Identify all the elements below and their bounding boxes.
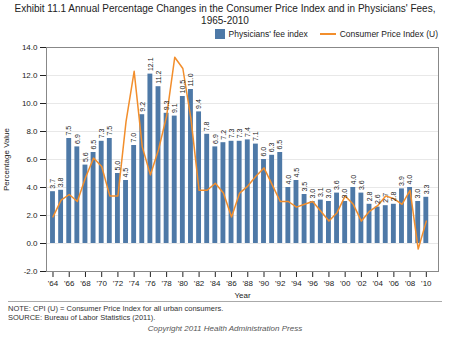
svg-text:10.0: 10.0 bbox=[22, 99, 38, 108]
html-text:Consumer Price Index (U): Consumer Price Index (U) bbox=[339, 29, 438, 39]
svg-text:3.5: 3.5 bbox=[301, 182, 308, 192]
svg-text:4.0: 4.0 bbox=[350, 175, 357, 185]
svg-text:2.8: 2.8 bbox=[390, 191, 397, 201]
svg-text:2.7: 2.7 bbox=[382, 193, 389, 203]
svg-text:'90: '90 bbox=[259, 279, 270, 288]
svg-text:6.0: 6.0 bbox=[26, 155, 38, 164]
svg-text:4.5: 4.5 bbox=[122, 168, 129, 178]
svg-text:'00: '00 bbox=[340, 279, 351, 288]
svg-text:'02: '02 bbox=[356, 279, 367, 288]
svg-text:'86: '86 bbox=[226, 279, 237, 288]
svg-text:7.3: 7.3 bbox=[236, 128, 243, 138]
svg-text:3.1: 3.1 bbox=[317, 187, 324, 197]
svg-text:12.1: 12.1 bbox=[147, 57, 154, 71]
svg-text:11.0: 11.0 bbox=[187, 73, 194, 86]
html-text:Copyright 2011 Health Administ: Copyright 2011 Health Administration Pre… bbox=[147, 323, 303, 333]
svg-text:3.7: 3.7 bbox=[49, 179, 56, 189]
svg-text:7.2: 7.2 bbox=[220, 130, 227, 140]
svg-text:2.6: 2.6 bbox=[374, 194, 381, 204]
svg-text:7.4: 7.4 bbox=[244, 127, 251, 137]
svg-text:4.0: 4.0 bbox=[26, 183, 38, 192]
svg-text:7.8: 7.8 bbox=[203, 121, 210, 131]
svg-text:6.9: 6.9 bbox=[74, 134, 81, 144]
svg-text:6.5: 6.5 bbox=[276, 140, 283, 150]
svg-text:Percentage Value: Percentage Value bbox=[2, 127, 11, 191]
svg-text:'68: '68 bbox=[80, 279, 91, 288]
svg-text:'74: '74 bbox=[129, 279, 140, 288]
svg-text:'78: '78 bbox=[161, 279, 172, 288]
svg-text:3.9: 3.9 bbox=[398, 176, 405, 186]
svg-text:'92: '92 bbox=[275, 279, 286, 288]
svg-text:'72: '72 bbox=[113, 279, 124, 288]
svg-text:'08: '08 bbox=[405, 279, 416, 288]
svg-text:7.5: 7.5 bbox=[65, 126, 72, 136]
svg-text:6.9: 6.9 bbox=[212, 134, 219, 144]
svg-text:'10: '10 bbox=[421, 279, 432, 288]
svg-text:6.0: 6.0 bbox=[260, 147, 267, 157]
svg-text:4.0: 4.0 bbox=[285, 175, 292, 185]
svg-text:10.5: 10.5 bbox=[179, 80, 186, 94]
svg-text:-2.0: -2.0 bbox=[24, 267, 38, 276]
svg-text:7.1: 7.1 bbox=[252, 131, 259, 141]
svg-text:5.6: 5.6 bbox=[82, 152, 89, 162]
svg-text:3.8: 3.8 bbox=[57, 177, 64, 187]
svg-text:2.8: 2.8 bbox=[366, 191, 373, 201]
svg-text:'80: '80 bbox=[178, 279, 189, 288]
svg-text:14.0: 14.0 bbox=[22, 43, 38, 52]
svg-text:6.3: 6.3 bbox=[268, 142, 275, 152]
svg-text:9.1: 9.1 bbox=[171, 103, 178, 113]
svg-text:'66: '66 bbox=[64, 279, 75, 288]
svg-text:'98: '98 bbox=[324, 279, 335, 288]
svg-text:'94: '94 bbox=[291, 279, 302, 288]
svg-text:7.0: 7.0 bbox=[130, 133, 137, 143]
svg-text:11.2: 11.2 bbox=[155, 70, 162, 83]
svg-text:'76: '76 bbox=[145, 279, 156, 288]
svg-text:3.0: 3.0 bbox=[341, 189, 348, 199]
html-text:SOURCE: Bureau of Labor Statis: SOURCE: Bureau of Labor Statistics (2011… bbox=[8, 313, 156, 323]
svg-text:3.6: 3.6 bbox=[333, 180, 340, 190]
svg-text:6.5: 6.5 bbox=[90, 140, 97, 150]
svg-text:5.0: 5.0 bbox=[114, 161, 121, 171]
html-text:Exhibit 11.1 Annual Percentage: Exhibit 11.1 Annual Percentage Changes i… bbox=[14, 3, 436, 14]
svg-text:3.0: 3.0 bbox=[325, 189, 332, 199]
svg-text:2.0: 2.0 bbox=[26, 211, 38, 220]
svg-text:12.0: 12.0 bbox=[22, 71, 38, 80]
svg-text:7.3: 7.3 bbox=[98, 128, 105, 138]
svg-text:4.0: 4.0 bbox=[406, 175, 413, 185]
svg-text:'82: '82 bbox=[194, 279, 205, 288]
svg-text:3.0: 3.0 bbox=[309, 189, 316, 199]
svg-text:'04: '04 bbox=[372, 279, 383, 288]
svg-text:8.0: 8.0 bbox=[26, 127, 38, 136]
svg-text:'70: '70 bbox=[96, 279, 107, 288]
html-text:1965-2010: 1965-2010 bbox=[201, 15, 249, 26]
svg-text:'84: '84 bbox=[210, 279, 221, 288]
svg-text:7.3: 7.3 bbox=[228, 128, 235, 138]
svg-text:9.4: 9.4 bbox=[195, 99, 202, 109]
svg-text:9.2: 9.2 bbox=[139, 102, 146, 112]
svg-text:3.3: 3.3 bbox=[423, 184, 430, 194]
svg-text:0.0: 0.0 bbox=[26, 239, 38, 248]
html-text:NOTE: CPI (U) = Consumer Price: NOTE: CPI (U) = Consumer Price Index for… bbox=[8, 304, 224, 313]
html-text:Physicians' fee index: Physicians' fee index bbox=[228, 29, 308, 39]
svg-text:9.3: 9.3 bbox=[163, 100, 170, 110]
svg-text:'64: '64 bbox=[48, 279, 59, 288]
svg-text:3.0: 3.0 bbox=[414, 189, 421, 199]
svg-text:4.5: 4.5 bbox=[293, 168, 300, 178]
svg-text:3.6: 3.6 bbox=[358, 180, 365, 190]
svg-text:'88: '88 bbox=[243, 279, 254, 288]
svg-text:7.5: 7.5 bbox=[106, 126, 113, 136]
svg-text:'96: '96 bbox=[307, 279, 318, 288]
svg-text:'06: '06 bbox=[389, 279, 400, 288]
svg-text:Year: Year bbox=[234, 291, 251, 300]
